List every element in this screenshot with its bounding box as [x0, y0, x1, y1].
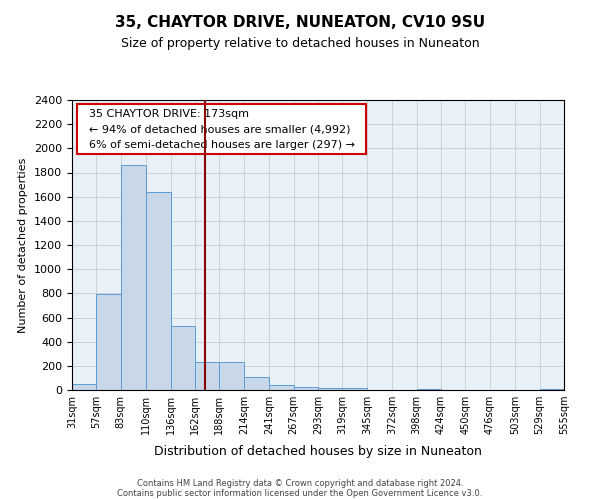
X-axis label: Distribution of detached houses by size in Nuneaton: Distribution of detached houses by size …	[154, 446, 482, 458]
Text: Size of property relative to detached houses in Nuneaton: Size of property relative to detached ho…	[121, 38, 479, 51]
Text: 35, CHAYTOR DRIVE, NUNEATON, CV10 9SU: 35, CHAYTOR DRIVE, NUNEATON, CV10 9SU	[115, 15, 485, 30]
Bar	[195, 362, 220, 390]
Text: 35 CHAYTOR DRIVE: 173sqm
  ← 94% of detached houses are smaller (4,992)
  6% of : 35 CHAYTOR DRIVE: 173sqm ← 94% of detach…	[82, 108, 362, 150]
Y-axis label: Number of detached properties: Number of detached properties	[19, 158, 28, 332]
Bar	[170, 326, 195, 390]
Bar	[343, 388, 367, 390]
Bar	[121, 164, 146, 390]
Bar	[220, 362, 244, 390]
Bar	[293, 387, 318, 390]
Bar	[244, 378, 269, 390]
Bar	[269, 385, 293, 390]
Bar	[72, 384, 97, 390]
Bar	[318, 388, 343, 390]
Text: Contains HM Land Registry data © Crown copyright and database right 2024.: Contains HM Land Registry data © Crown c…	[137, 478, 463, 488]
Bar	[146, 192, 170, 390]
Bar	[97, 294, 121, 390]
Text: Contains public sector information licensed under the Open Government Licence v3: Contains public sector information licen…	[118, 488, 482, 498]
